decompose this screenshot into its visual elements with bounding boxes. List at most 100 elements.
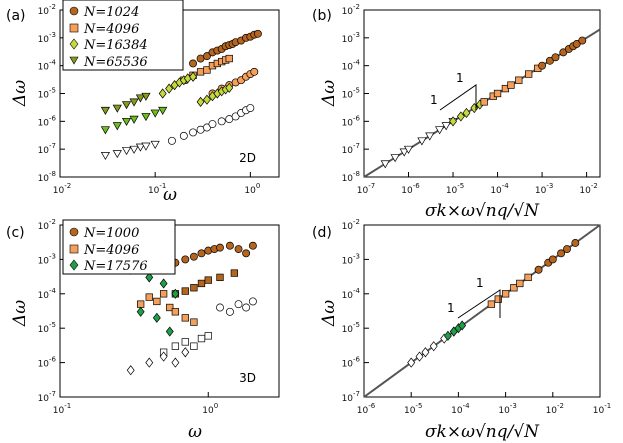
y-tick-label: 10-4 <box>342 287 361 301</box>
y-tick-label: 10-4 <box>342 59 361 73</box>
x-tick-label: 10-6 <box>401 182 420 196</box>
legend-marker-square <box>69 244 79 254</box>
data-point <box>557 249 566 258</box>
panel-label-a: (a) <box>6 8 26 24</box>
data-point <box>197 249 206 258</box>
data-point <box>153 297 161 306</box>
panel-a: (a) 2D ω Δω 10-2 10-1 100 10-8 10-7 10-6 10-5… <box>6 0 280 205</box>
data-point <box>190 284 198 292</box>
slope-triangle-shape-b <box>439 84 477 111</box>
data-point <box>421 347 430 358</box>
data-point <box>121 117 132 127</box>
data-point <box>449 116 457 127</box>
y-axis-label-b: Δω <box>319 80 339 107</box>
data-point <box>189 128 197 137</box>
data-point <box>141 92 151 101</box>
y-tick-label: 10-3 <box>38 31 56 45</box>
data-point <box>230 269 239 277</box>
y-tick-label: 10-6 <box>342 114 361 128</box>
data-point <box>407 357 416 368</box>
y-tick-label: 10-6 <box>38 356 57 370</box>
data-point <box>429 341 438 352</box>
legend-entry-a4: N=65536 <box>83 55 148 70</box>
data-point <box>141 142 151 151</box>
y-tick-label: 10-3 <box>342 252 360 266</box>
data-point <box>135 143 146 152</box>
points-d <box>407 239 580 368</box>
data-point <box>248 241 257 250</box>
x-axis-label-d: σk×ω√nq/√N <box>425 422 540 442</box>
data-point <box>129 115 139 124</box>
y-tick-label: 10-6 <box>342 356 361 370</box>
legend-marker-diamond <box>69 259 79 271</box>
x-ticks-a: 10-2 10-1 100 <box>53 172 260 196</box>
data-point <box>136 306 145 317</box>
data-point <box>417 137 427 146</box>
data-point <box>225 307 234 316</box>
data-point <box>204 332 212 340</box>
data-point <box>171 357 180 368</box>
y-axis-label-c: Δω <box>10 300 30 327</box>
data-point <box>399 148 409 157</box>
data-point <box>181 338 189 346</box>
axes-frame-d <box>363 224 601 398</box>
y-tick-label: 10-8 <box>342 170 360 184</box>
panel-d: (d) σk×ω√nq/√N Δω 10-6 10-5 10-4 10-3 10-2 10… <box>312 218 611 442</box>
y-tick-label: 10-5 <box>342 87 360 101</box>
data-point <box>100 151 111 161</box>
data-point <box>204 276 212 284</box>
points-b <box>380 36 587 169</box>
slope-label-rise-d: 1 <box>447 301 455 315</box>
y-tick-label: 10-2 <box>342 3 360 17</box>
data-point <box>150 109 160 118</box>
data-point <box>158 106 168 115</box>
data-point <box>179 131 188 140</box>
x-ticks-d: 10-6 10-5 10-4 10-3 10-2 10-1 <box>357 392 611 416</box>
data-point <box>208 120 217 128</box>
y-tick-label: 10-5 <box>38 87 56 101</box>
y-ticks-a: 10-8 10-7 10-6 10-5 10-4 10-3 10-2 <box>38 3 65 184</box>
y-axis-label-d: Δω <box>319 300 339 327</box>
points-c <box>115 241 257 376</box>
data-point <box>250 67 259 76</box>
data-point <box>203 94 211 105</box>
legend-marker-circle <box>69 227 79 237</box>
data-point <box>494 295 502 303</box>
data-point <box>126 365 135 376</box>
y-tick-label: 10-2 <box>342 218 360 232</box>
legend-marker-square <box>69 23 79 33</box>
y-tick-label: 10-5 <box>342 321 360 335</box>
data-point <box>100 126 111 135</box>
data-point <box>216 243 224 252</box>
legend-entry-c3: N=17576 <box>83 259 148 274</box>
data-point <box>165 83 174 94</box>
legend-entry-c1: N=1000 <box>83 226 139 241</box>
data-point <box>112 122 122 131</box>
slope-triangle-b: 1 1 <box>430 71 477 111</box>
data-point <box>152 312 161 323</box>
data-point <box>248 297 257 306</box>
data-point <box>456 111 465 122</box>
x-tick-label: 10-4 <box>451 402 470 416</box>
x-tick-label: 10-4 <box>490 182 509 196</box>
data-point <box>507 81 515 89</box>
data-point <box>225 241 234 250</box>
legend-a: N=1024 N=4096 N=16384 N=65536 <box>62 0 184 71</box>
data-point <box>197 334 206 343</box>
data-point <box>158 88 167 99</box>
data-point <box>216 303 224 312</box>
x-tick-label: 10-1 <box>148 182 166 196</box>
x-axis-label-c: ω <box>188 422 202 442</box>
data-point <box>159 351 168 362</box>
data-point <box>112 104 122 113</box>
data-point <box>189 252 198 261</box>
x-tick-label: 10-1 <box>593 402 611 416</box>
y-axis-label-a: Δω <box>10 80 30 107</box>
data-point <box>403 145 414 154</box>
x-ticks-c: 10-1 100 <box>53 392 218 416</box>
y-ticks-d: 10-7 10-6 10-5 10-4 10-3 10-2 <box>342 218 369 404</box>
dimension-label-c: 3D <box>239 371 256 385</box>
data-point <box>380 160 390 169</box>
data-point <box>141 113 151 122</box>
